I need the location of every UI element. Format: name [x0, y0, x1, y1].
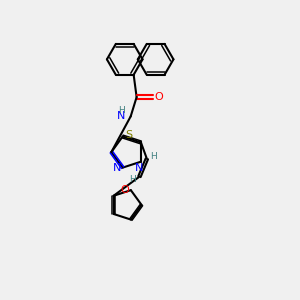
- Text: N: N: [112, 163, 121, 172]
- Text: N: N: [135, 163, 144, 172]
- Text: O: O: [154, 92, 163, 102]
- Text: H: H: [118, 106, 124, 115]
- Text: S: S: [126, 130, 133, 140]
- Text: N: N: [117, 111, 125, 122]
- Text: O: O: [120, 185, 129, 195]
- Text: H: H: [150, 152, 157, 161]
- Text: H: H: [130, 175, 136, 184]
